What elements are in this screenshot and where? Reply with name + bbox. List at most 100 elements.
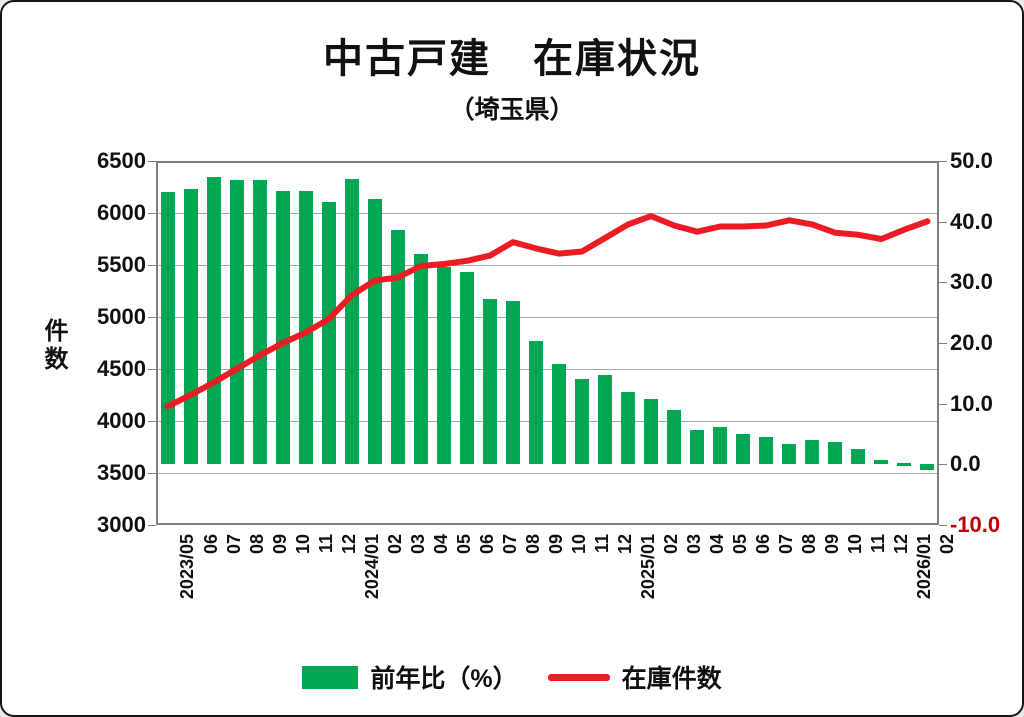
right-axis-tick-mark (939, 403, 947, 405)
left-axis-tick-mark (148, 369, 156, 370)
left-axis-tick-mark (148, 213, 156, 214)
legend-item-bar: 前年比（%） (302, 659, 518, 695)
bar (851, 448, 866, 465)
x-axis-label: 06 (200, 534, 221, 555)
x-axis-label: 12 (615, 534, 636, 555)
y-axis-right-tick-label: 30.0 (950, 269, 993, 295)
x-axis-label: 10 (292, 534, 313, 555)
x-axis-label: 2026/01 (914, 534, 935, 600)
bar (713, 426, 728, 465)
y-axis-left-tick-label: 5000 (97, 304, 146, 329)
x-axis-label: 12 (338, 534, 359, 555)
y-axis-left-tick-label: 6500 (97, 148, 146, 173)
y-axis-right-tick-label: 40.0 (950, 208, 993, 234)
left-axis-tick-mark (148, 473, 156, 474)
x-axis-label: 03 (407, 534, 428, 555)
x-axis-label: 11 (315, 534, 336, 554)
y-axis-left-tick-label: 5500 (97, 252, 146, 277)
legend-line-label: 在庫件数 (621, 665, 722, 693)
bar (575, 379, 590, 465)
x-axis-label: 08 (246, 534, 267, 555)
x-axis-label: 08 (522, 534, 543, 555)
y-axis-left-tick-label: 4500 (97, 356, 146, 381)
x-axis-labels: 2023/05 06 07 08 09 10 11 12 2024/01 02 03 04 05 06 07… (156, 532, 958, 652)
right-axis-tick-mark (939, 221, 947, 223)
x-axis-label: 10 (845, 534, 866, 555)
x-axis-label: 2025/01 (638, 534, 659, 600)
x-axis-label: 2024/01 (361, 534, 382, 600)
x-axis-label: 09 (545, 534, 566, 555)
bar (690, 429, 705, 465)
x-axis-label: 05 (453, 534, 474, 555)
y-axis-label-left: 件数 (40, 318, 67, 374)
x-axis-label: 08 (799, 534, 820, 555)
bar (229, 179, 244, 465)
y-axis-right-tick-label: 0.0 (950, 451, 981, 477)
x-axis-label: 12 (891, 534, 912, 555)
x-axis-label: 04 (430, 534, 451, 555)
bar (390, 230, 405, 465)
bar (667, 409, 682, 465)
y-axis-left-tick-label: 3500 (97, 460, 146, 485)
bar (897, 463, 912, 467)
plot-area (148, 161, 947, 526)
bar (874, 460, 889, 465)
x-axis-label: 04 (707, 534, 728, 555)
y-axis-right-tick-label: -10.0 (950, 512, 1001, 537)
bar (436, 266, 451, 465)
x-axis-label: 07 (776, 534, 797, 555)
legend-bar-swatch (302, 665, 359, 689)
chart-subtitle: （埼玉県） (449, 96, 575, 124)
y-axis-left-tick-label: 3000 (97, 512, 146, 537)
bar (275, 191, 290, 465)
legend-bar-label: 前年比（%） (370, 665, 518, 693)
right-axis-tick-mark (939, 282, 947, 284)
gridline (156, 473, 939, 474)
gridline (156, 317, 939, 318)
bar (528, 340, 543, 465)
bar (459, 272, 474, 465)
line-series (164, 213, 931, 410)
right-axis-tick-mark (939, 464, 947, 466)
inventory-line (164, 213, 931, 410)
y-axis-right-tick-label: 20.0 (950, 330, 993, 355)
y-axis-left-tick-label: 6000 (97, 200, 146, 225)
x-axis-label: 09 (269, 534, 290, 555)
bar (552, 363, 566, 465)
x-axis-label: 11 (868, 534, 889, 554)
bar (505, 300, 520, 465)
right-axis-tick-mark (939, 343, 947, 344)
gridline (156, 421, 939, 422)
x-axis-label: 06 (476, 534, 497, 555)
bar (252, 179, 267, 465)
x-axis-label: 07 (223, 534, 244, 555)
left-axis-tick-mark (148, 317, 156, 318)
legend-line-swatch (547, 673, 610, 681)
bar (828, 441, 843, 465)
gridline (156, 213, 939, 214)
bar (736, 434, 751, 465)
bar (482, 299, 497, 465)
x-axis-label: 06 (753, 534, 774, 555)
bar (321, 202, 336, 465)
bar (298, 191, 313, 465)
legend: 前年比（%） 在庫件数 (2, 652, 1022, 702)
x-axis-label: 03 (684, 534, 705, 555)
bar (759, 437, 774, 465)
bar (621, 391, 636, 465)
bar (160, 191, 175, 465)
bar (782, 443, 797, 465)
left-axis-tick-mark (148, 525, 156, 526)
right-axis-tick-mark (939, 161, 947, 162)
bar (805, 440, 820, 465)
x-axis-label: 02 (384, 534, 405, 555)
x-axis-label: 05 (730, 534, 751, 555)
x-axis-label: 2023/05 (177, 534, 198, 600)
x-axis-label: 09 (822, 534, 843, 555)
bar (206, 176, 221, 465)
x-axis-label: 02 (937, 534, 958, 555)
bar (344, 179, 359, 465)
bar (367, 199, 382, 465)
gridline (156, 265, 939, 266)
